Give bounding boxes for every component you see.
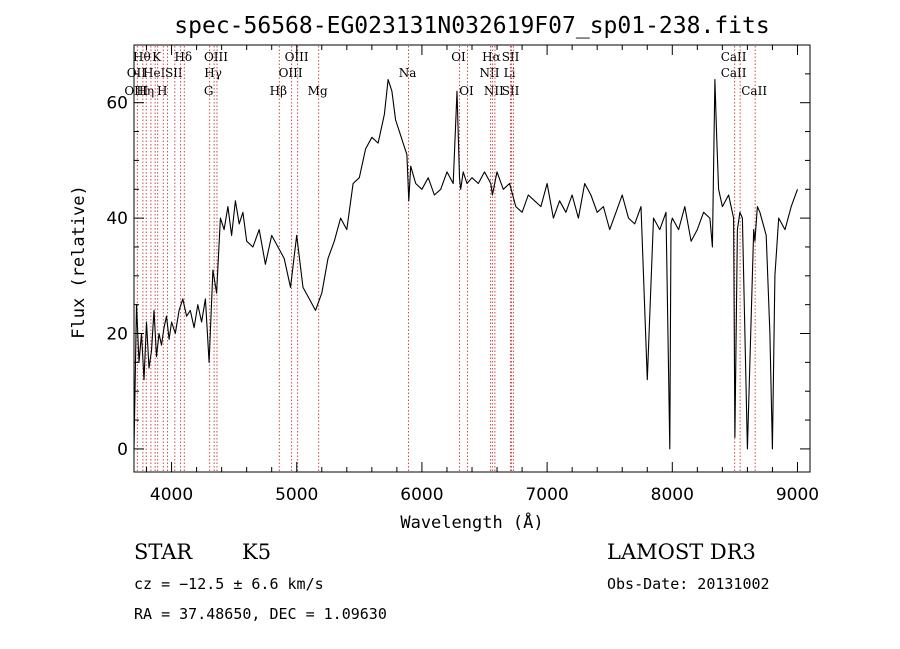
- marker-label: OII: [127, 66, 147, 80]
- coordinates: RA = 37.48650, DEC = 1.09630: [134, 605, 387, 623]
- marker-label: K: [152, 50, 162, 64]
- y-tick-label: 40: [106, 209, 128, 229]
- marker-label: Mg: [308, 84, 328, 98]
- object-class: STAR: [134, 540, 193, 564]
- marker-label: NII: [480, 66, 500, 80]
- y-tick-label: 60: [106, 94, 128, 114]
- marker-label: Hα: [482, 50, 501, 64]
- x-tick-label: 8000: [651, 485, 694, 505]
- y-tick-label: 0: [117, 440, 128, 460]
- line-markers: OII OIII Hθ Hη HeI K H SII Hδ G Hγ OIII Hβ OIII OIII Mg…: [124, 46, 767, 471]
- marker-label: OI: [459, 84, 474, 98]
- x-tick-label: 9000: [776, 485, 819, 505]
- marker-label: Hγ: [204, 66, 222, 80]
- marker-label: OIII: [285, 50, 309, 64]
- chart-title: spec-56568-EG023131N032619F07_sp01-238.f…: [174, 13, 769, 39]
- marker-label: HeI: [143, 66, 166, 80]
- x-tick-label: 7000: [525, 485, 568, 505]
- marker-label: OIII: [279, 66, 303, 80]
- marker-label: Na: [399, 66, 417, 80]
- marker-label: CaII: [721, 50, 747, 64]
- marker-label: G: [204, 84, 214, 98]
- x-tick-label: 5000: [275, 485, 318, 505]
- y-axis-label: Flux (relative): [69, 185, 89, 339]
- axes: 4000 5000 6000 7000 8000 9000 0 20 40 60: [106, 44, 819, 505]
- marker-label: OIII: [204, 50, 228, 64]
- spectrum-line-0: [133, 79, 799, 450]
- marker-label: H: [157, 84, 167, 98]
- marker-label: NII: [484, 84, 504, 98]
- x-axis-label: Wavelength (Å): [400, 511, 543, 533]
- spectrum-series: [133, 79, 799, 450]
- marker-label: SII: [165, 66, 183, 80]
- marker-label: Hη: [136, 84, 154, 98]
- marker-label: Hδ: [174, 50, 192, 64]
- marker-label: CaII: [721, 66, 747, 80]
- marker-label: SII: [502, 50, 520, 64]
- x-tick-label: 6000: [400, 485, 443, 505]
- velocity-readout: cz = −12.5 ± 6.6 km/s: [134, 575, 324, 593]
- marker-label: CaII: [741, 84, 767, 98]
- marker-label: Hθ: [133, 50, 151, 64]
- plot-frame: [133, 44, 811, 473]
- marker-label: SII: [502, 84, 520, 98]
- marker-label: Hβ: [270, 84, 287, 98]
- obs-date: Obs-Date: 20131002: [607, 575, 770, 593]
- x-tick-label: 4000: [150, 485, 193, 505]
- survey-name: LAMOST DR3: [607, 540, 756, 564]
- marker-label: OI: [451, 50, 466, 64]
- marker-label: OIII: [124, 84, 148, 98]
- subclass: K5: [242, 540, 271, 564]
- marker-label: Li: [504, 66, 516, 80]
- y-tick-label: 20: [106, 325, 128, 345]
